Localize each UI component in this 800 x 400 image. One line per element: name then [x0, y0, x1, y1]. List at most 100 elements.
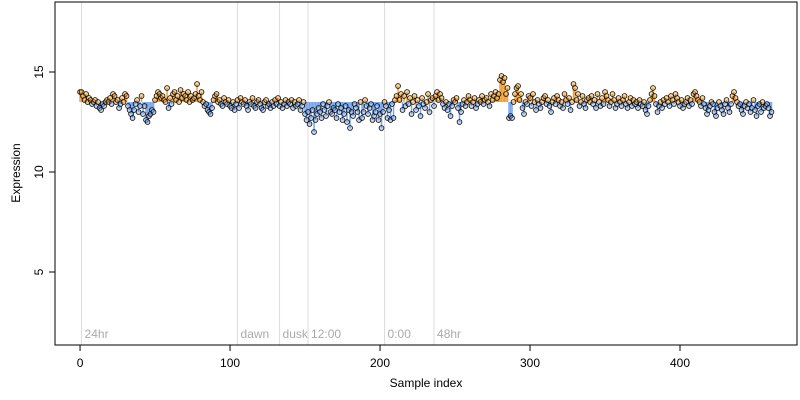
deviation-bar: [509, 102, 512, 116]
deviation-bar: [140, 96, 143, 102]
point: [731, 89, 737, 95]
point: [647, 97, 653, 103]
point: [263, 97, 269, 103]
deviation-bar: [347, 102, 350, 110]
point: [368, 101, 374, 107]
deviation-bar: [413, 96, 416, 102]
deviation-bar: [475, 102, 477, 108]
point: [413, 107, 419, 113]
point: [588, 93, 595, 99]
deviation-bar: [83, 100, 86, 102]
point: [137, 103, 143, 109]
point: [399, 107, 406, 113]
deviation-bar: [515, 88, 518, 102]
deviation-bar: [683, 102, 686, 104]
deviation-bar: [394, 100, 396, 102]
point: [542, 93, 548, 99]
point: [303, 117, 310, 123]
deviation-bar: [560, 102, 563, 103]
deviation-bar: [748, 102, 750, 104]
x-tick-label: 100: [220, 356, 240, 370]
deviation-bar: [91, 102, 93, 104]
point: [390, 115, 397, 121]
deviation-bar: [712, 102, 714, 104]
deviation-bar: [205, 102, 207, 104]
point: [419, 95, 425, 101]
deviation-bar: [613, 100, 615, 102]
point: [185, 89, 191, 95]
point: [495, 91, 502, 97]
deviation-bar: [526, 102, 528, 104]
deviation-bar: [113, 96, 116, 102]
deviation-bar: [697, 100, 699, 102]
deviation-bar: [614, 102, 617, 108]
deviation-bar: [430, 100, 432, 102]
deviation-bar: [695, 96, 698, 102]
point: [209, 105, 215, 111]
point: [242, 97, 248, 103]
point: [737, 101, 743, 107]
deviation-bar: [584, 102, 587, 108]
deviation-bar: [311, 102, 314, 110]
deviation-bar: [566, 102, 569, 104]
point: [545, 97, 551, 103]
deviation-bar: [622, 100, 624, 102]
point: [338, 105, 344, 111]
y-tick-label: 5: [32, 268, 46, 275]
deviation-bar: [536, 100, 539, 102]
deviation-bar: [242, 102, 245, 104]
point: [389, 101, 395, 107]
deviation-bar: [523, 102, 525, 114]
point: [378, 125, 385, 131]
deviation-bar: [190, 96, 192, 102]
deviation-bar: [362, 102, 365, 112]
deviation-bar: [532, 94, 534, 102]
deviation-bar: [349, 102, 351, 128]
point: [323, 113, 329, 119]
deviation-bar: [556, 96, 558, 102]
deviation-bar: [422, 102, 425, 104]
deviation-bar: [419, 102, 422, 116]
deviation-bar: [358, 102, 360, 120]
deviation-bar: [653, 96, 656, 102]
deviation-bar: [458, 102, 461, 122]
point: [174, 93, 181, 99]
point: [740, 111, 746, 117]
point: [138, 93, 145, 99]
deviation-bar: [146, 102, 149, 122]
deviation-bar: [106, 100, 108, 102]
point: [530, 91, 536, 97]
point: [504, 85, 511, 91]
point: [225, 97, 232, 103]
deviation-bar: [541, 102, 543, 103]
point: [447, 113, 454, 119]
point: [710, 101, 716, 107]
point: [753, 113, 760, 119]
point: [203, 101, 209, 107]
point: [765, 105, 772, 111]
deviation-bar: [415, 102, 417, 110]
deviation-bar: [290, 100, 293, 102]
point: [518, 91, 524, 97]
deviation-bar: [283, 102, 285, 104]
deviation-bar: [746, 102, 749, 108]
point: [609, 91, 616, 97]
deviation-bar: [671, 100, 674, 102]
deviation-bar: [538, 102, 540, 104]
deviation-bar: [736, 102, 738, 103]
point: [405, 101, 412, 107]
deviation-bar: [469, 100, 471, 102]
point: [567, 107, 574, 113]
deviation-bar: [328, 102, 330, 103]
deviation-bar: [416, 100, 419, 102]
point: [548, 109, 554, 115]
deviation-bar: [770, 102, 773, 112]
deviation-bar: [691, 102, 693, 104]
deviation-bar: [332, 102, 335, 108]
point: [317, 109, 323, 115]
deviation-bar: [197, 96, 200, 102]
deviation-bar: [628, 102, 630, 103]
point: [177, 87, 184, 93]
deviation-bar: [89, 100, 92, 102]
deviation-bar: [260, 102, 263, 108]
